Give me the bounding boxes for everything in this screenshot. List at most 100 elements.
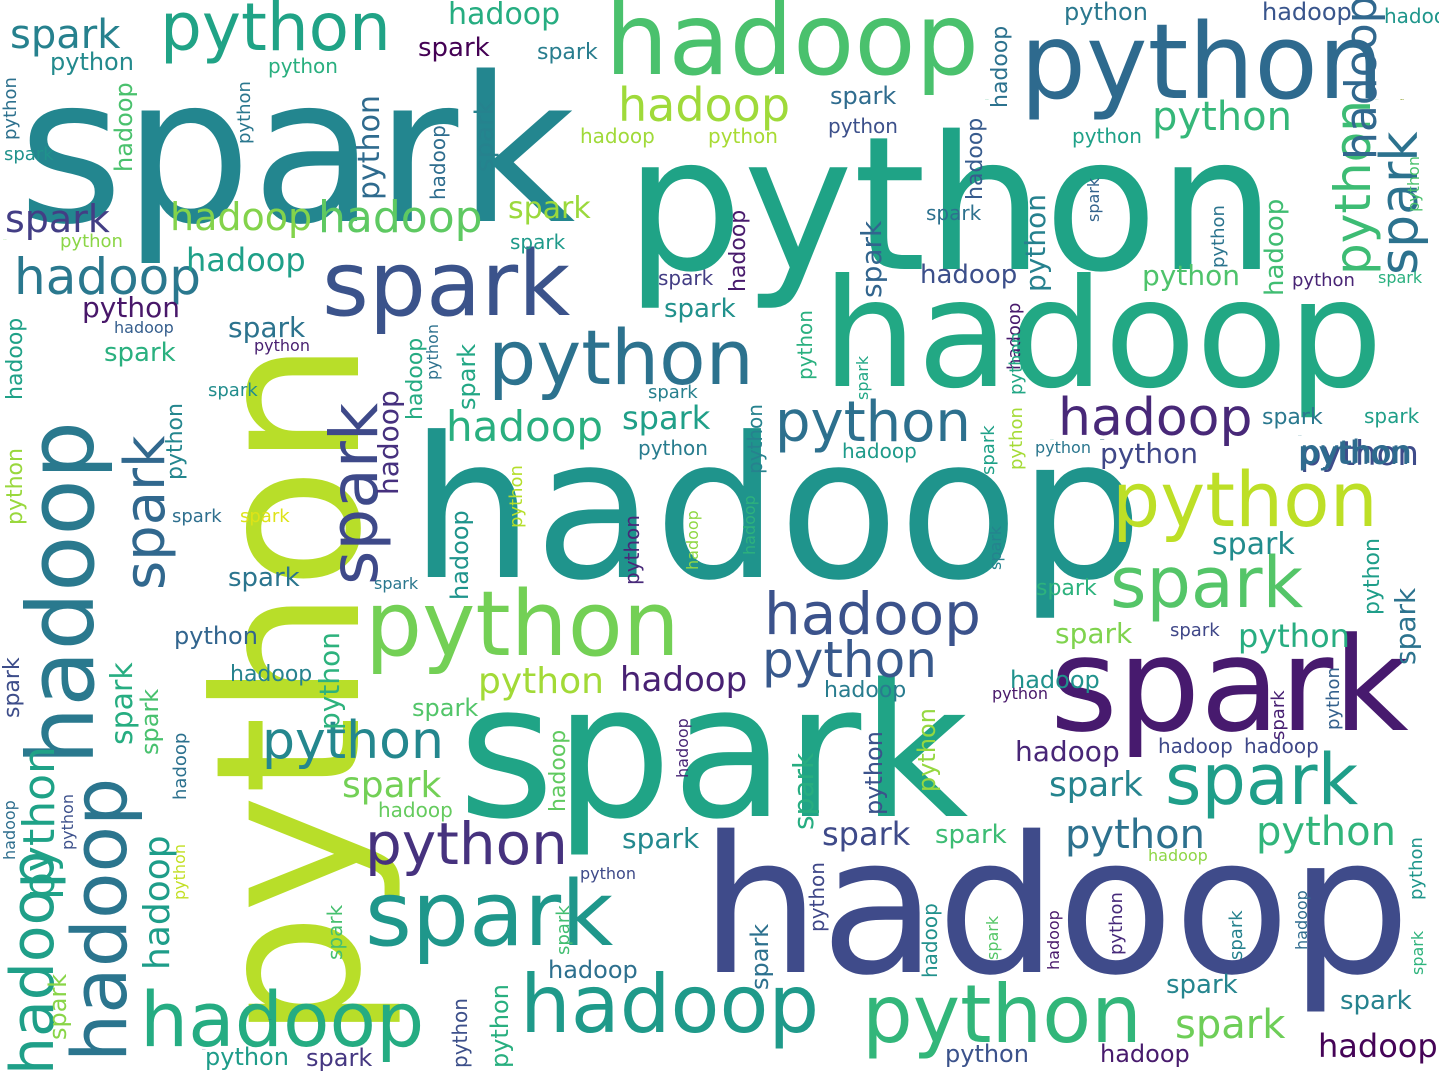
cloud-word: python: [1400, 100, 1404, 101]
cloud-word: hadoop: [1400, 100, 1404, 101]
cloud-word: hadoop: [673, 718, 692, 778]
cloud-word: python: [1400, 100, 1404, 101]
cloud-word: python: [1400, 100, 1404, 101]
cloud-word: python: [1400, 100, 1404, 101]
cloud-word: spark: [105, 662, 140, 745]
cloud-word: python: [488, 313, 754, 402]
cloud-word: spark: [1400, 100, 1403, 101]
cloud-word: python: [1400, 100, 1404, 101]
cloud-word: hadoop: [620, 660, 748, 700]
cloud-word: hadoop: [1400, 100, 1404, 101]
cloud-word: hadoop: [1058, 388, 1253, 448]
cloud-word: hadoop: [448, 0, 561, 32]
cloud-word: spark: [1268, 690, 1289, 740]
cloud-word: python: [1400, 100, 1404, 101]
cloud-word: spark: [1400, 100, 1403, 101]
cloud-word: spark: [1400, 100, 1403, 101]
cloud-word: spark: [172, 506, 222, 527]
cloud-word: spark: [1400, 100, 1403, 101]
cloud-word: spark: [822, 815, 911, 853]
cloud-word: hadoop: [918, 903, 942, 978]
cloud-word: spark: [1400, 100, 1403, 101]
cloud-word: python: [202, 1050, 206, 1051]
cloud-word: python: [1400, 100, 1404, 101]
cloud-word: python: [1400, 100, 1404, 101]
cloud-word: spark: [1400, 100, 1403, 101]
cloud-word: python: [313, 632, 346, 730]
cloud-word: spark: [830, 82, 897, 110]
cloud-word: hadoop: [700, 796, 1411, 1017]
cloud-word: spark: [855, 220, 888, 298]
cloud-word: python: [1298, 434, 1410, 472]
cloud-word: spark: [44, 973, 72, 1040]
cloud-word: hadoop: [1400, 100, 1404, 101]
cloud-word: spark: [1226, 910, 1247, 960]
cloud-word: hadoop: [3, 317, 28, 400]
cloud-word: spark: [1400, 100, 1403, 101]
cloud-word: hadoop: [842, 439, 917, 463]
cloud-word: spark: [1400, 100, 1403, 101]
cloud-word: python: [1400, 100, 1404, 101]
cloud-word: spark: [1400, 100, 1403, 101]
cloud-word: spark: [1084, 177, 1103, 222]
cloud-word: spark: [1400, 100, 1403, 101]
cloud-word: spark: [1400, 100, 1403, 101]
cloud-word: hadoop: [1100, 440, 1104, 441]
cloud-word: hadoop: [170, 732, 191, 800]
cloud-word: spark: [453, 343, 481, 410]
cloud-word: python: [160, 0, 391, 66]
cloud-word: hadoop: [1336, 0, 1387, 160]
cloud-word: spark: [510, 230, 566, 254]
cloud-word: spark: [322, 232, 571, 337]
cloud-word: hadoop: [1400, 100, 1404, 101]
cloud-word: spark: [1400, 100, 1403, 101]
cloud-word: hadoop: [1100, 440, 1104, 441]
cloud-word: spark: [1400, 100, 1403, 101]
cloud-word: spark: [983, 915, 1002, 960]
cloud-word: hadoop: [1400, 100, 1404, 101]
cloud-word: hadoop: [1260, 198, 1290, 296]
cloud-word: hadoop: [1400, 100, 1404, 101]
cloud-word: hadoop: [548, 956, 638, 984]
cloud-word: python: [506, 465, 527, 528]
cloud-word: spark: [1262, 405, 1323, 430]
cloud-word: spark: [1400, 100, 1403, 101]
cloud-word: python: [1020, 1, 1384, 123]
cloud-word: python: [0, 77, 21, 140]
cloud-word: python: [1400, 100, 1404, 101]
cloud-word: hadoop: [985, 100, 989, 101]
cloud-word: hadoop: [1400, 100, 1404, 101]
cloud-word: hadoop: [426, 125, 450, 200]
cloud-word: spark: [1166, 970, 1238, 1000]
cloud-word: hadoop: [824, 678, 907, 703]
cloud-word: python: [945, 1040, 1029, 1068]
cloud-word: python: [1400, 100, 1404, 101]
cloud-word: python: [1400, 100, 1404, 101]
cloud-word: spark: [1400, 100, 1403, 101]
cloud-word: spark: [537, 40, 598, 65]
cloud-word: python: [762, 631, 937, 689]
cloud-word: spark: [228, 563, 300, 593]
cloud-word: hadoop: [1400, 100, 1404, 101]
cloud-word: hadoop: [403, 337, 428, 420]
cloud-word: spark: [1400, 100, 1403, 101]
cloud-word: python: [1400, 100, 1404, 101]
cloud-word: hadoop: [822, 248, 1383, 422]
cloud-word: hadoop: [1400, 100, 1404, 101]
cloud-word: spark: [136, 688, 164, 755]
cloud-word: python: [1400, 100, 1404, 101]
cloud-word: hadoop: [1100, 1040, 1190, 1068]
cloud-word: spark: [0, 657, 25, 718]
cloud-word: spark: [1400, 100, 1403, 101]
cloud-word: hadoop: [1400, 100, 1404, 101]
cloud-word: python: [1100, 440, 1104, 441]
cloud-word: python: [268, 1020, 272, 1021]
cloud-word: hadoop: [618, 78, 791, 132]
cloud-word: spark: [664, 294, 736, 324]
cloud-word: python: [1400, 100, 1404, 101]
cloud-word: python: [448, 998, 472, 1068]
cloud-word: hadoop: [1400, 100, 1404, 101]
cloud-word: python: [254, 336, 310, 355]
cloud-word: spark: [1036, 576, 1097, 601]
cloud-word: hadoop: [1400, 100, 1404, 101]
